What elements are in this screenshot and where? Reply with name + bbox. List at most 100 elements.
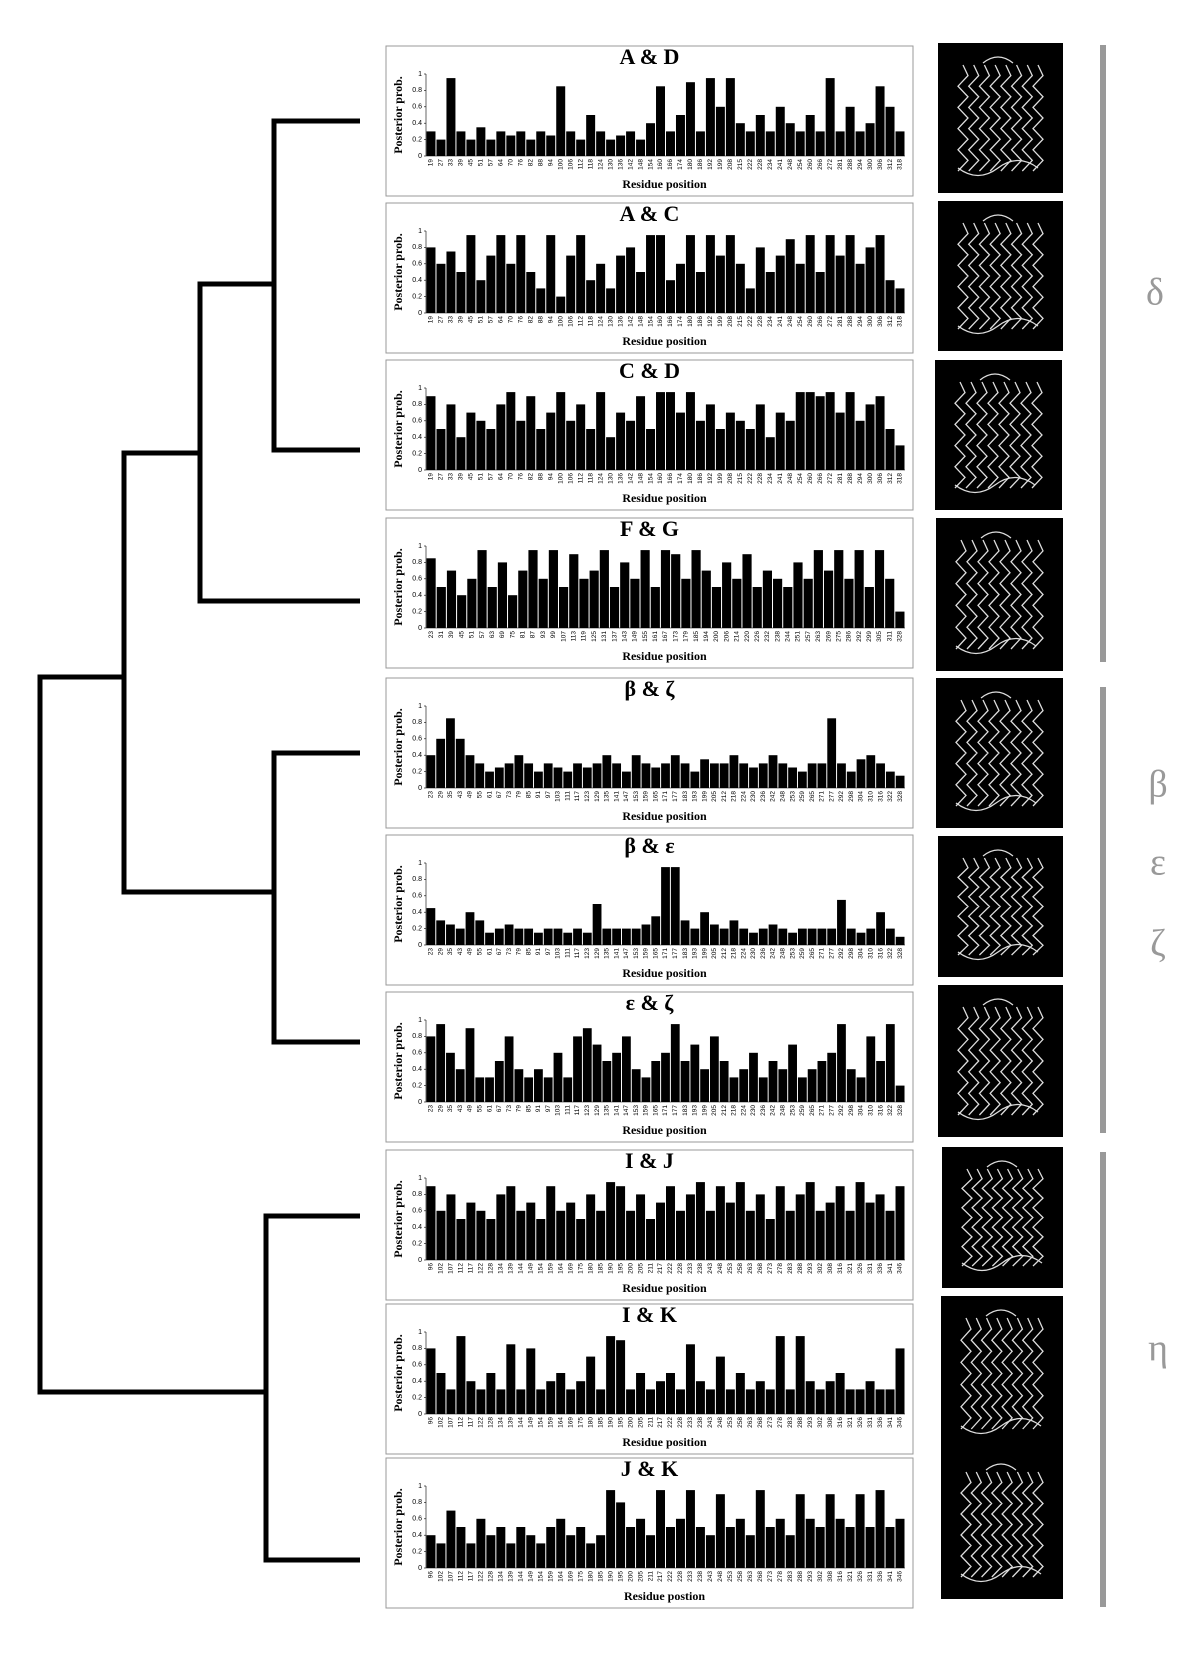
x-tick-label: 251	[795, 631, 802, 642]
bar	[865, 247, 875, 313]
x-tick-label: 310	[868, 948, 875, 959]
x-tick-label: 293	[807, 1417, 814, 1428]
x-tick-label: 100	[557, 316, 564, 327]
bar	[558, 587, 569, 628]
bar	[514, 755, 524, 788]
structure-loop	[957, 214, 1039, 335]
y-tick-label: 0.2	[412, 1548, 422, 1555]
structure-image	[935, 360, 1062, 510]
x-tick-label: 100	[557, 473, 564, 484]
x-tick-label: 248	[787, 159, 794, 170]
bar	[476, 1389, 486, 1414]
x-tick-label: 64	[498, 473, 505, 481]
bar	[636, 272, 646, 313]
bar	[773, 578, 783, 628]
bar	[715, 255, 725, 313]
bar	[612, 763, 622, 788]
bar	[845, 235, 855, 313]
bar	[705, 78, 715, 156]
bar	[855, 1389, 865, 1414]
bar	[815, 396, 825, 470]
x-tick-label: 243	[707, 1263, 714, 1274]
x-tick-label: 253	[789, 791, 796, 802]
bar	[573, 763, 582, 788]
x-tick-label: 70	[508, 159, 515, 167]
bar	[675, 1389, 685, 1414]
x-tick-label: 238	[697, 1571, 704, 1582]
bar	[755, 115, 765, 156]
x-tick-label: 118	[587, 316, 594, 327]
bar	[528, 550, 538, 628]
x-tick-label: 64	[498, 316, 505, 324]
x-tick-label: 43	[457, 791, 464, 799]
x-tick-label: 268	[757, 1263, 764, 1274]
x-tick-label: 27	[438, 159, 445, 167]
group-label: δ	[1146, 272, 1164, 314]
bar	[778, 1069, 788, 1102]
x-tick-label: 100	[557, 159, 564, 170]
chart-panel: 0 0.2 0.4 0.6 0.8 1 96 102 107 112 117 122 128 134 139…	[385, 1456, 914, 1609]
bar	[599, 550, 609, 628]
bar	[508, 595, 518, 628]
x-tick-label: 298	[848, 1105, 855, 1116]
dendrogram	[37, 118, 360, 1563]
x-tick-label: 218	[731, 948, 738, 959]
bar	[895, 611, 905, 628]
bar	[486, 1535, 496, 1568]
x-tick-label: 271	[819, 1105, 826, 1116]
y-tick-label: 0.6	[412, 576, 422, 583]
bar	[631, 928, 641, 945]
x-tick-label: 273	[767, 1263, 774, 1274]
bar	[556, 1210, 566, 1260]
bar	[815, 1210, 825, 1260]
bar	[855, 420, 865, 470]
bar	[775, 1186, 785, 1260]
panel-border	[385, 1457, 914, 1609]
x-tick-label: 248	[717, 1571, 724, 1582]
x-tick-label: 281	[837, 316, 844, 327]
bar	[504, 763, 514, 788]
x-tick-label: 233	[687, 1571, 694, 1582]
bar	[576, 139, 586, 156]
bar	[765, 1389, 775, 1414]
bar	[536, 288, 546, 313]
bar	[524, 763, 534, 788]
bar	[745, 288, 755, 313]
x-tick-label: 260	[807, 316, 814, 327]
x-tick-label: 215	[737, 473, 744, 484]
x-tick-label: 33	[448, 159, 455, 167]
bar	[436, 920, 446, 945]
x-tick-label: 194	[703, 631, 710, 642]
bar	[845, 1389, 855, 1414]
x-tick-label: 29	[437, 791, 444, 799]
bar	[835, 1373, 845, 1414]
x-tick-label: 228	[677, 1571, 684, 1582]
x-tick-label: 159	[547, 1263, 554, 1274]
x-tick-label: 224	[740, 948, 747, 959]
dendrogram-branch	[197, 281, 360, 604]
y-tick-label: 0.2	[412, 293, 422, 300]
x-tick-label: 122	[478, 1417, 485, 1428]
bar	[885, 1210, 895, 1260]
bar	[456, 1527, 466, 1568]
x-tick-label: 318	[897, 473, 904, 484]
bar	[486, 1373, 496, 1414]
bar	[758, 928, 768, 945]
structure-ribbon	[957, 222, 1044, 330]
x-tick-label: 154	[537, 1263, 544, 1274]
bar	[856, 759, 866, 788]
bar	[835, 1518, 845, 1568]
x-tick-label: 321	[847, 1263, 854, 1274]
y-tick-label: 1	[418, 703, 422, 710]
bar	[803, 578, 813, 628]
x-tick-label: 139	[508, 1263, 515, 1274]
bar	[616, 412, 626, 470]
x-tick-label: 118	[587, 473, 594, 484]
bar	[701, 570, 711, 628]
x-tick-label: 130	[607, 316, 614, 327]
x-tick-label: 305	[876, 631, 883, 642]
bar	[543, 928, 553, 945]
bar	[436, 1024, 446, 1102]
bar	[496, 1527, 506, 1568]
bar	[837, 1024, 846, 1102]
